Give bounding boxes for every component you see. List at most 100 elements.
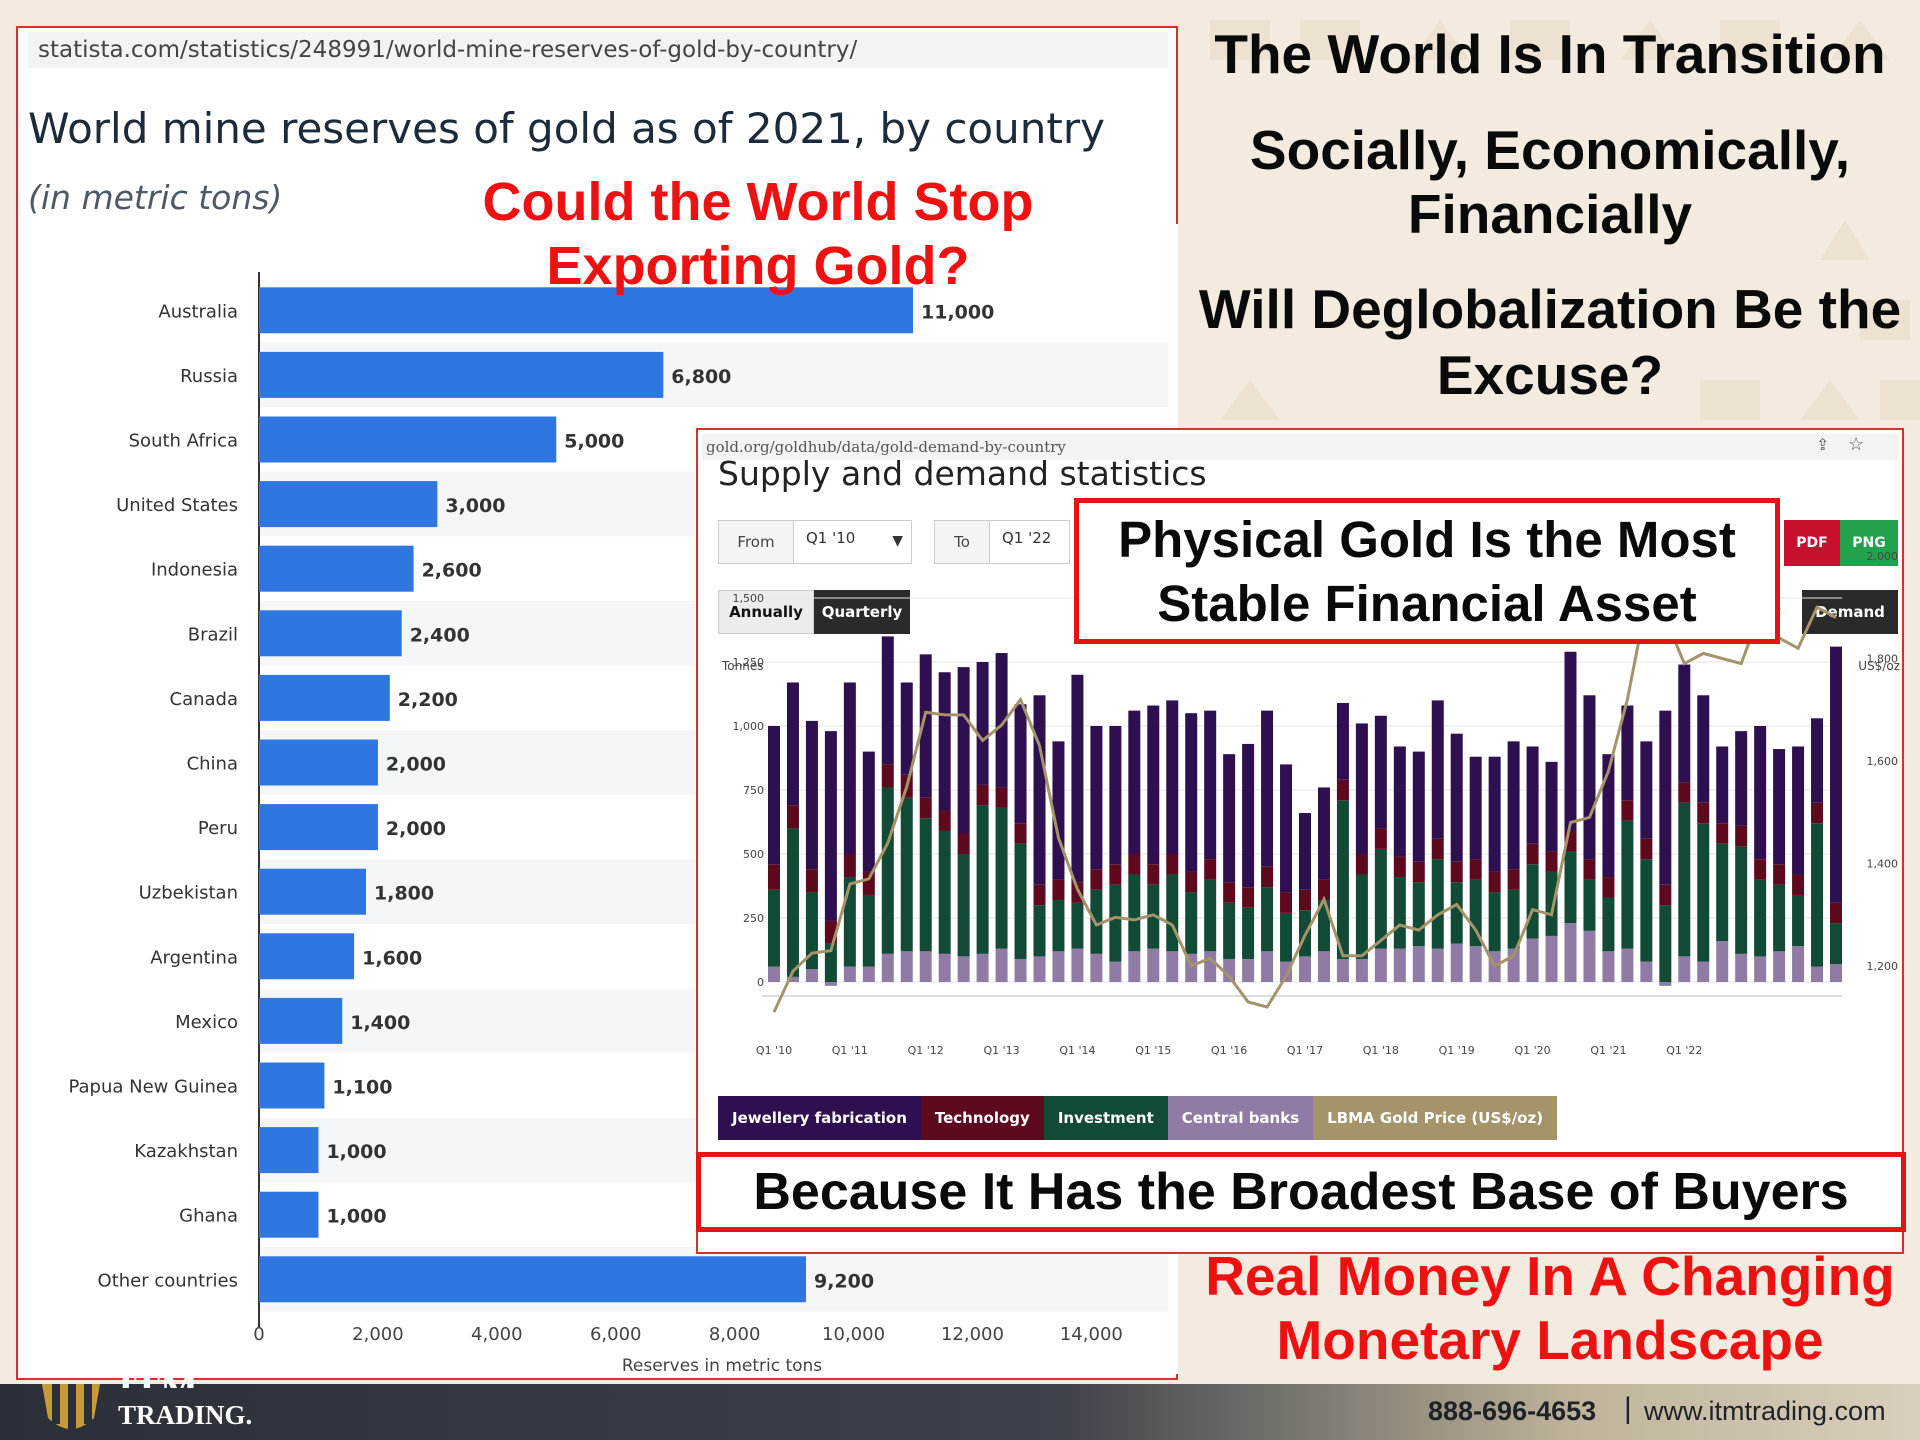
stacked-bar-segment [1811, 718, 1824, 803]
value-label: 2,400 [410, 624, 470, 646]
stacked-bar-segment [1393, 877, 1406, 949]
annually-button[interactable]: Annually [718, 590, 814, 634]
y-right-tick-label: 1,200 [1867, 960, 1899, 973]
stacked-bar-segment [1754, 956, 1767, 982]
x-tick-label: Q1 '15 [1135, 1044, 1171, 1057]
stacked-bar-segment [843, 854, 856, 878]
stacked-bar-segment [1488, 892, 1501, 952]
stacked-bar-segment [1735, 846, 1748, 954]
value-label: 1,000 [326, 1206, 386, 1228]
stacked-bar-segment [1128, 710, 1141, 854]
stacked-bar-segment [1014, 823, 1027, 844]
star-icon[interactable]: ☆ [1848, 434, 1865, 454]
y-left-axis-label: Tonnes [721, 659, 763, 673]
footer-phone[interactable]: 888-696-4653 [1428, 1396, 1597, 1426]
stacked-bar-segment [1583, 879, 1596, 931]
y-left-tick-label: 1,000 [733, 720, 765, 733]
stacked-bar-segment [1242, 907, 1255, 959]
x-tick-label: Q1 '11 [832, 1044, 868, 1057]
stacked-bar-segment [957, 956, 970, 982]
stacked-bar-segment [1659, 710, 1672, 885]
logo-text: TRADING. [118, 1400, 253, 1430]
stacked-bar-segment [1033, 695, 1046, 885]
bar [259, 739, 378, 786]
stacked-bar-segment [1185, 713, 1198, 872]
headline-deglobalization: Will Deglobalization Be the Excuse? [1190, 276, 1910, 408]
value-label: 1,400 [350, 1012, 410, 1034]
stacked-bar-segment [881, 953, 894, 982]
stacked-bar-segment [1242, 887, 1255, 908]
stacked-bar-segment [1336, 779, 1349, 801]
stacked-bar-segment [1697, 961, 1710, 982]
y-right-axis-label: US$/oz [1858, 659, 1900, 673]
stacked-bar-segment [1488, 756, 1501, 872]
stacked-bar-segment [1280, 912, 1293, 962]
stacked-bar-segment [1678, 802, 1691, 957]
headline-real-money-line2: Monetary Landscape [1276, 1309, 1824, 1371]
stacked-bar-segment [843, 682, 856, 854]
stacked-bar-segment [1678, 664, 1691, 783]
stacked-bar-segment [1602, 951, 1615, 982]
stacked-bar-segment [1469, 859, 1482, 880]
stacked-bar-segment [1583, 930, 1596, 982]
stacked-bar-segment [1469, 946, 1482, 982]
from-value: Q1 '10 [806, 529, 856, 547]
stacked-bar-segment [1185, 871, 1198, 893]
png-button[interactable]: PNG [1840, 520, 1898, 566]
stacked-bar-segment [900, 797, 913, 952]
value-label: 5,000 [564, 431, 624, 453]
background-pattern [1210, 20, 1920, 420]
stacked-bar-segment [1640, 741, 1653, 839]
stacked-bar-segment [1128, 874, 1141, 952]
stacked-bar-segment [786, 828, 799, 977]
stacked-bar-segment [995, 787, 1008, 808]
legend-item[interactable]: Investment [1043, 1096, 1168, 1140]
stacked-bar-segment [805, 969, 818, 982]
stacked-bar-segment [1564, 651, 1577, 831]
stacked-bar-segment [1602, 897, 1615, 952]
stacked-bar-segment [1014, 704, 1027, 824]
category-label: Other countries [98, 1270, 238, 1291]
overlay-headline-line2: Exporting Gold? [546, 236, 970, 296]
category-label: Ghana [179, 1206, 238, 1227]
legend-item[interactable]: Central banks [1167, 1096, 1314, 1140]
category-label: United States [116, 495, 238, 516]
stacked-bar-segment [1374, 828, 1387, 849]
stacked-bar-segment [1640, 961, 1653, 982]
headline-social: Socially, Economically, Financially [1190, 118, 1910, 246]
bar [259, 287, 913, 334]
stacked-bar-segment [976, 953, 989, 982]
stacked-bar-segment [1431, 948, 1444, 982]
bar [259, 933, 355, 980]
stacked-bar-segment [919, 818, 932, 952]
x-tick-label: 12,000 [941, 1324, 1004, 1345]
legend-item[interactable]: Jewellery fabrication [718, 1096, 921, 1140]
gold-org-url-bar[interactable]: gold.org/goldhub/data/gold-demand-by-cou… [702, 434, 1898, 460]
stacked-bar-segment [1450, 882, 1463, 944]
x-tick-label: Q1 '21 [1590, 1044, 1626, 1057]
stacked-bar-segment [1659, 884, 1672, 906]
bar [259, 804, 378, 851]
statista-url-bar[interactable]: statista.com/statistics/248991/world-min… [28, 32, 1168, 68]
stacked-bar-segment [1185, 892, 1198, 954]
value-label: 1,000 [326, 1141, 386, 1163]
quarterly-button[interactable]: Quarterly [814, 590, 910, 634]
category-label: Peru [198, 818, 238, 839]
x-tick-label: Q1 '20 [1514, 1044, 1550, 1057]
stacked-bar-segment [1336, 800, 1349, 959]
from-select[interactable]: Q1 '10 ▼ [794, 520, 912, 564]
stacked-bar-segment [1204, 879, 1217, 952]
stacked-bar-segment [1242, 743, 1255, 888]
category-label: Papua New Guinea [68, 1077, 238, 1098]
stacked-bar-segment [1773, 749, 1786, 865]
pdf-button[interactable]: PDF [1784, 520, 1840, 566]
stacked-bar-segment [1317, 879, 1330, 901]
to-select[interactable]: Q1 '22 [990, 520, 1070, 564]
headline-deglobalization-line2: Excuse? [1436, 344, 1664, 406]
footer-website[interactable]: www.itmtrading.com [1644, 1396, 1886, 1426]
stacked-bar-segment [1014, 958, 1027, 982]
legend-item[interactable]: Technology [920, 1096, 1044, 1140]
share-icon[interactable]: ⇪ [1816, 437, 1830, 454]
stacked-bar-segment [1299, 889, 1311, 911]
legend-item[interactable]: LBMA Gold Price (US$/oz) [1313, 1096, 1558, 1140]
